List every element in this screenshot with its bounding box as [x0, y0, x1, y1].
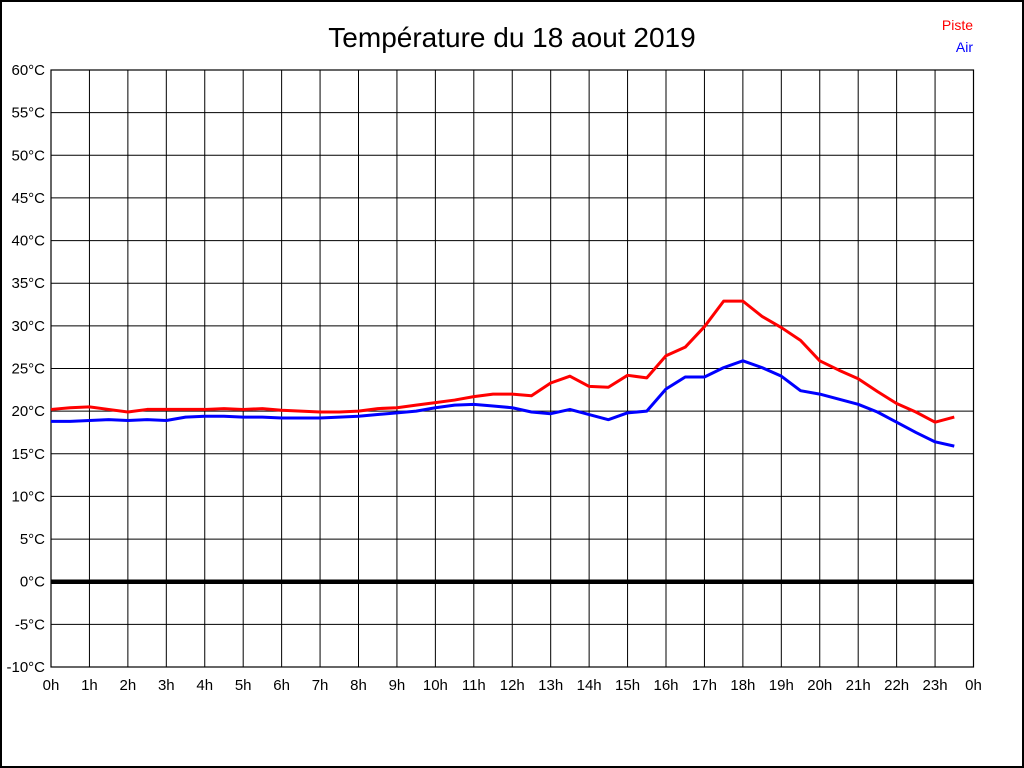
x-tick-label: 16h	[653, 677, 678, 694]
y-tick-label: 55°C	[11, 105, 45, 122]
y-tick-label: 25°C	[11, 361, 45, 378]
y-tick-label: -5°C	[15, 616, 45, 633]
x-tick-label: 0h	[965, 677, 982, 694]
y-tick-label: 45°C	[11, 190, 45, 207]
y-tick-label: 20°C	[11, 403, 45, 420]
y-tick-label: 60°C	[11, 62, 45, 79]
x-tick-label: 14h	[577, 677, 602, 694]
x-tick-label: 4h	[196, 677, 213, 694]
air-line	[51, 359, 955, 448]
x-tick-label: 0h	[43, 677, 60, 694]
y-tick-label: -10°C	[6, 659, 45, 676]
y-tick-label: 10°C	[11, 488, 45, 505]
x-tick-label: 7h	[312, 677, 329, 694]
x-tick-label: 11h	[462, 677, 486, 694]
x-tick-label: 21h	[846, 677, 871, 694]
x-tick-label: 19h	[769, 677, 794, 694]
y-tick-label: 50°C	[11, 147, 45, 164]
x-tick-label: 22h	[884, 677, 909, 694]
chart-legend: Piste Air	[942, 14, 973, 58]
x-tick-label: 5h	[235, 677, 252, 694]
x-tick-label: 15h	[615, 677, 640, 694]
x-tick-label: 9h	[389, 677, 406, 694]
legend-entry-air: Air	[955, 39, 973, 55]
x-tick-label: 6h	[273, 677, 290, 694]
y-tick-label: 5°C	[20, 531, 45, 548]
x-tick-label: 1h	[81, 677, 98, 694]
piste-line	[50, 299, 955, 424]
x-tick-label: 17h	[692, 677, 717, 694]
y-tick-label: 15°C	[11, 446, 45, 463]
x-tick-label: 3h	[158, 677, 175, 694]
y-tick-label: 35°C	[11, 275, 45, 292]
x-tick-label: 10h	[423, 677, 448, 694]
x-tick-label: 2h	[120, 677, 137, 694]
x-tick-label: 12h	[500, 677, 525, 694]
y-tick-label: 40°C	[11, 233, 45, 250]
x-tick-label: 23h	[923, 677, 948, 694]
chart-title: Température du 18 aout 2019	[328, 22, 696, 53]
x-tick-label: 20h	[807, 677, 832, 694]
x-tick-label: 18h	[730, 677, 755, 694]
x-tick-label: 13h	[538, 677, 563, 694]
x-tick-label: 8h	[350, 677, 367, 694]
plot-border	[50, 69, 975, 668]
y-tick-label: 30°C	[11, 318, 45, 335]
y-tick-label: 0°C	[20, 574, 45, 591]
legend-entry-piste: Piste	[941, 17, 973, 33]
